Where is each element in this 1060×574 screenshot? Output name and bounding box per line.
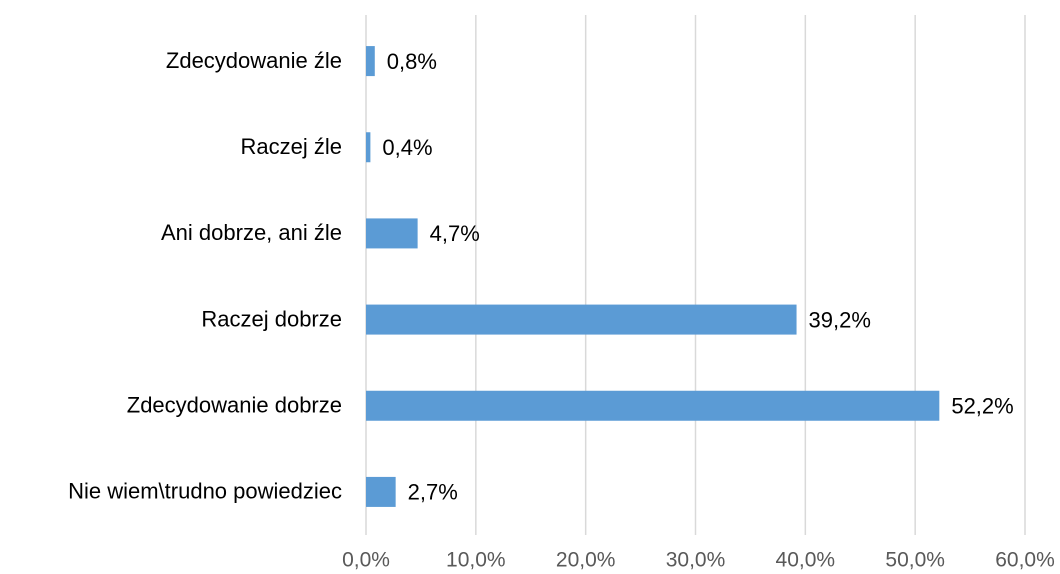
y-tick-label: Raczej dobrze <box>201 306 342 331</box>
value-label: 2,7% <box>408 480 458 505</box>
value-label: 39,2% <box>809 307 871 332</box>
y-tick-label: Raczej źle <box>241 134 342 159</box>
bar <box>366 390 940 421</box>
bar <box>366 476 396 507</box>
y-tick-label: Zdecydowanie dobrze <box>127 393 342 418</box>
y-tick-label: Ani dobrze, ani źle <box>161 220 342 245</box>
bar <box>366 218 418 249</box>
value-label: 52,2% <box>951 394 1013 419</box>
y-tick-label: Zdecydowanie źle <box>166 48 342 73</box>
x-tick-label: 10,0% <box>446 549 506 572</box>
x-tick-label: 50,0% <box>885 549 945 572</box>
x-tick-label: 40,0% <box>776 549 836 572</box>
value-label: 0,4% <box>382 135 432 160</box>
x-tick-label: 0,0% <box>342 549 390 572</box>
bar <box>366 132 371 163</box>
value-label: 0,8% <box>387 49 437 74</box>
x-tick-label: 60,0% <box>995 549 1055 572</box>
bar <box>366 304 797 335</box>
bar <box>366 46 375 77</box>
value-label: 4,7% <box>430 221 480 246</box>
y-tick-label: Nie wiem\trudno powiedziec <box>68 479 342 504</box>
x-tick-label: 20,0% <box>556 549 616 572</box>
x-tick-label: 30,0% <box>666 549 726 572</box>
